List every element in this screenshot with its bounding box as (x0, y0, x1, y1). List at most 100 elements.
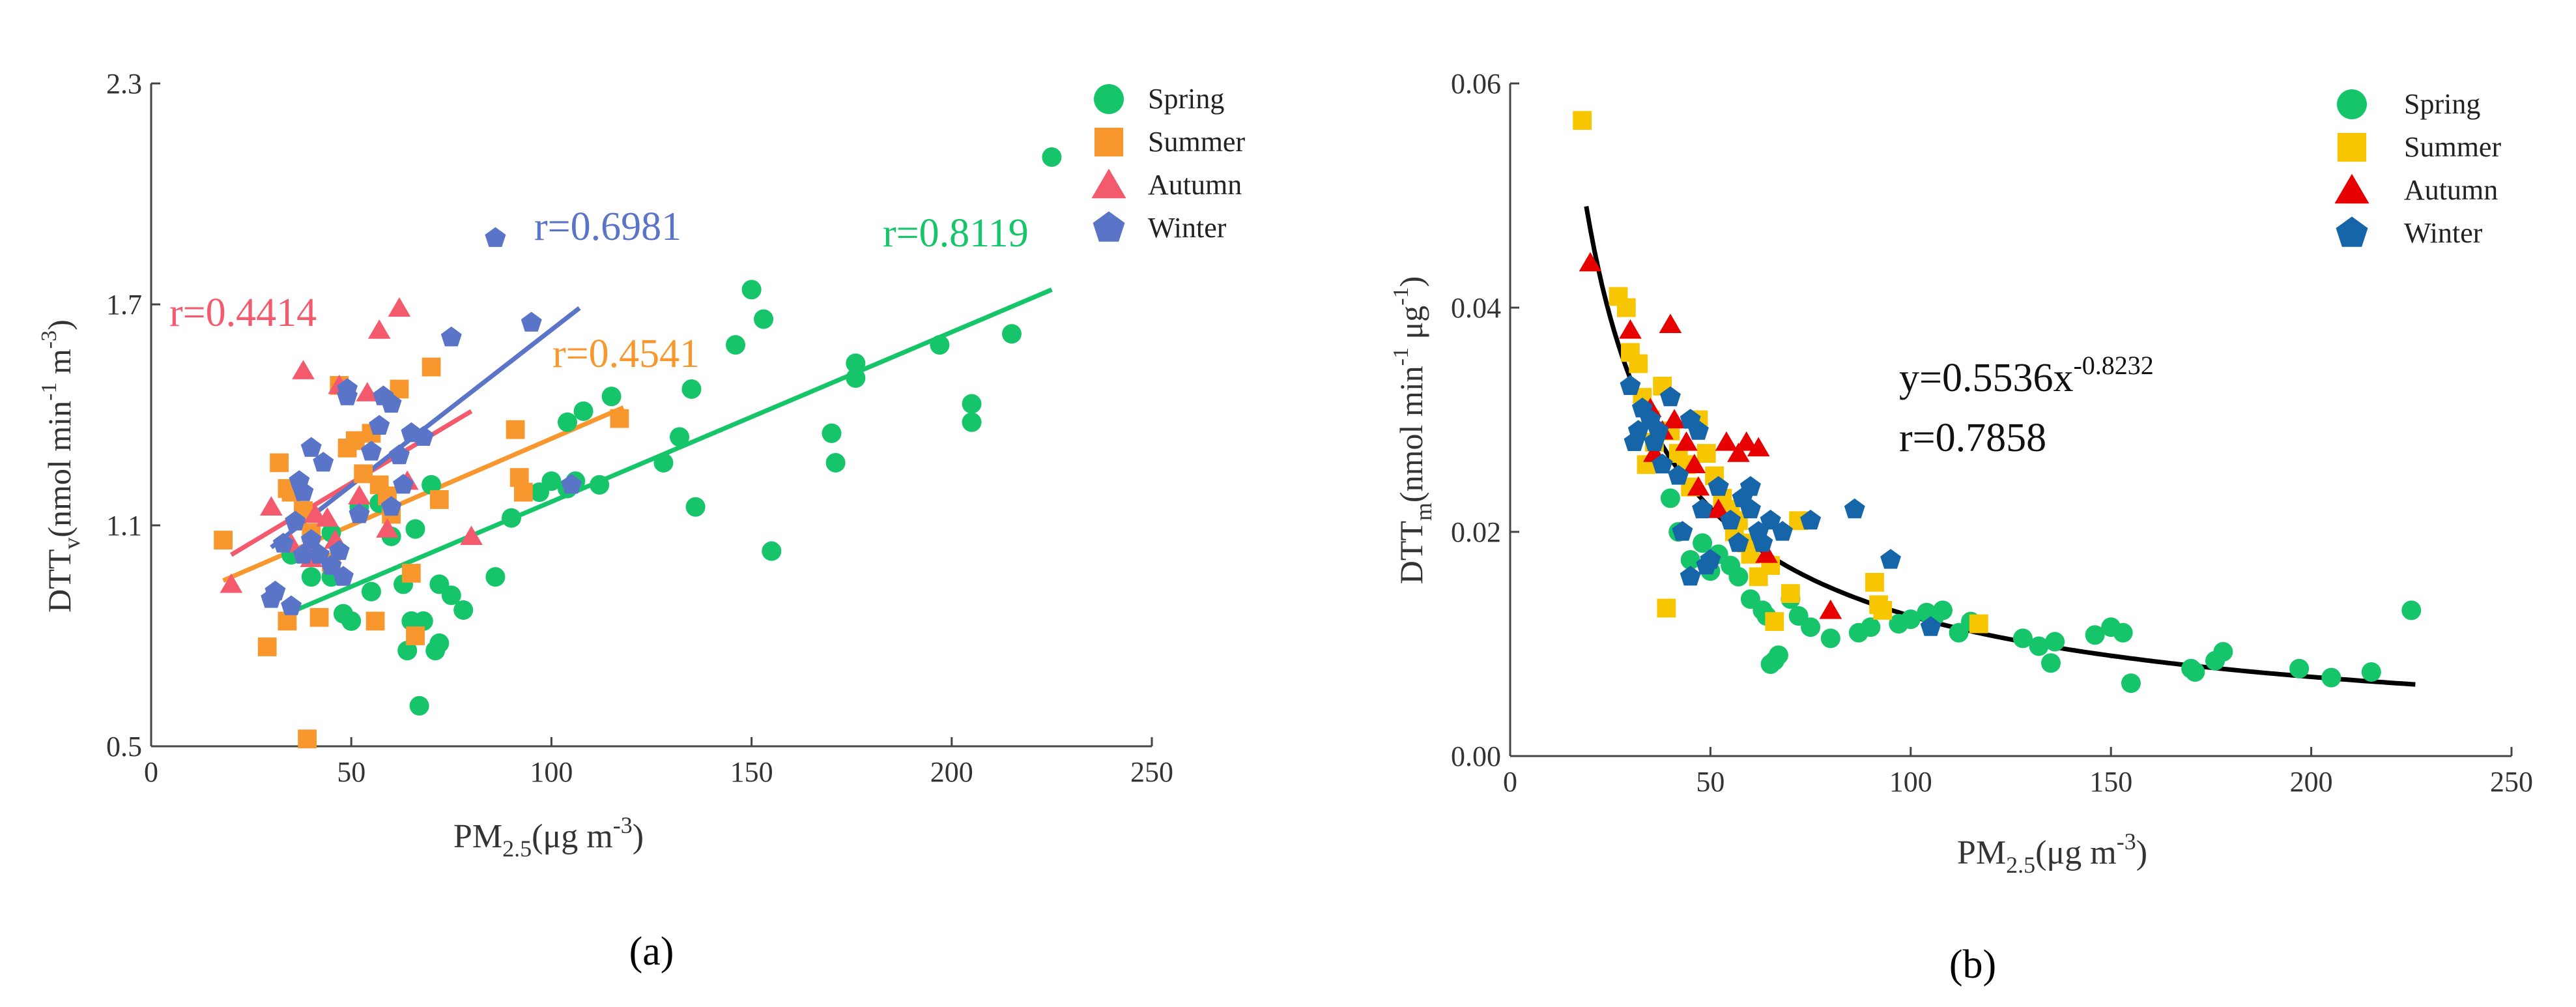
panel-b-frame (1509, 83, 2512, 757)
y-tick-label: 0.5 (106, 731, 142, 763)
point-autumn (1747, 437, 1770, 457)
xlabel-pm-sub: 2.5 (502, 836, 532, 862)
point-spring (2012, 628, 2033, 649)
point-summer (506, 420, 525, 439)
point-winter (309, 544, 330, 564)
xlabel-close: ) (633, 818, 644, 855)
point-summer (214, 531, 233, 549)
point-summer (422, 357, 441, 377)
x-tick-label: 250 (2490, 766, 2533, 798)
point-winter (369, 415, 390, 435)
legend-marker-autumn (1091, 168, 1126, 199)
point-winter (412, 426, 434, 446)
legend-marker-spring (1094, 84, 1124, 114)
panel-a-r-summer: r=0.4541 (552, 332, 700, 376)
point-summer (309, 607, 329, 627)
point-spring (2085, 625, 2105, 645)
point-winter (293, 544, 314, 564)
xlabel-unit-sup: -3 (2117, 828, 2136, 854)
xlabel-pm: PM (1957, 834, 2006, 871)
point-winter (300, 437, 322, 457)
panel-a-points (214, 147, 1062, 749)
x-tick-label: 50 (1696, 766, 1724, 798)
point-winter (1720, 510, 1741, 530)
point-winter (521, 312, 542, 332)
point-summer (1781, 584, 1800, 603)
point-summer (354, 464, 373, 484)
point-spring (2289, 658, 2310, 679)
point-winter (1772, 521, 1793, 541)
point-autumn (292, 360, 315, 379)
ylabel-unit-sup1: -1 (1389, 347, 1413, 366)
y-tick-label: 0.04 (1451, 292, 1501, 324)
point-autumn (1619, 319, 1642, 339)
point-spring (825, 452, 846, 473)
point-summer (270, 453, 289, 473)
point-summer (1865, 573, 1884, 592)
point-spring (301, 567, 321, 587)
y-tick-label: 0.02 (1451, 516, 1501, 548)
point-spring (2045, 632, 2065, 652)
point-autumn (1707, 499, 1730, 518)
point-spring (361, 581, 381, 602)
legend-label-autumn: Autumn (1148, 169, 1242, 201)
point-winter (281, 595, 302, 615)
legend-marker-summer (1094, 127, 1124, 157)
point-autumn (304, 503, 327, 523)
point-spring (1740, 589, 1760, 609)
legend-label-summer: Summer (1148, 126, 1245, 158)
legend-marker-spring (2337, 89, 2367, 119)
point-winter (1672, 521, 1693, 541)
ylabel-dtt-sub: v (59, 538, 85, 549)
point-summer (406, 626, 425, 645)
point-spring (422, 474, 442, 495)
point-spring (653, 452, 674, 473)
point-spring (397, 641, 418, 661)
point-autumn (460, 525, 483, 546)
point-winter (360, 441, 382, 461)
point-spring (685, 497, 706, 517)
legend-marker-winter (2336, 216, 2368, 247)
point-spring (2321, 667, 2341, 688)
x-tick-label: 100 (1889, 766, 1932, 798)
x-tick-label: 50 (337, 756, 365, 788)
x-tick-label: 100 (530, 756, 573, 788)
point-autumn (1715, 431, 1738, 451)
point-summer (1657, 598, 1676, 618)
legend-label-winter: Winter (1148, 212, 1227, 244)
point-spring (2361, 662, 2381, 682)
point-spring (413, 611, 433, 631)
point-winter (1680, 566, 1701, 586)
y-tick-label: 0.00 (1451, 740, 1501, 772)
point-autumn (376, 518, 399, 538)
point-spring (846, 368, 866, 388)
point-summer (1616, 298, 1636, 317)
point-summer (429, 490, 449, 509)
point-autumn (1819, 599, 1842, 619)
point-spring (754, 309, 774, 329)
point-spring (573, 401, 594, 421)
point-autumn (348, 485, 371, 504)
point-summer (1873, 601, 1893, 620)
panel-a-r-winter: r=0.6981 (534, 205, 681, 249)
point-winter (393, 474, 414, 494)
xlabel-pm: PM (453, 818, 502, 855)
point-spring (1949, 622, 1969, 643)
point-spring (846, 353, 866, 373)
point-spring (1820, 628, 1840, 649)
legend-label-spring: Spring (1148, 83, 1224, 115)
point-winter (1700, 549, 1721, 569)
point-spring (409, 695, 429, 716)
point-summer (257, 637, 277, 656)
point-winter (328, 540, 350, 561)
panel-b-points (1573, 111, 2422, 693)
point-autumn (1687, 476, 1710, 496)
point-winter (1880, 549, 1901, 569)
panel-b-xlabel: PM2.5(μg m-3) (1957, 828, 2147, 878)
point-spring (2101, 617, 2121, 637)
ylabel-dtt: DTT (1393, 521, 1429, 584)
point-autumn (367, 319, 391, 339)
panel-b-r: r=0.7858 (1899, 416, 2046, 460)
point-winter (1760, 510, 1781, 530)
